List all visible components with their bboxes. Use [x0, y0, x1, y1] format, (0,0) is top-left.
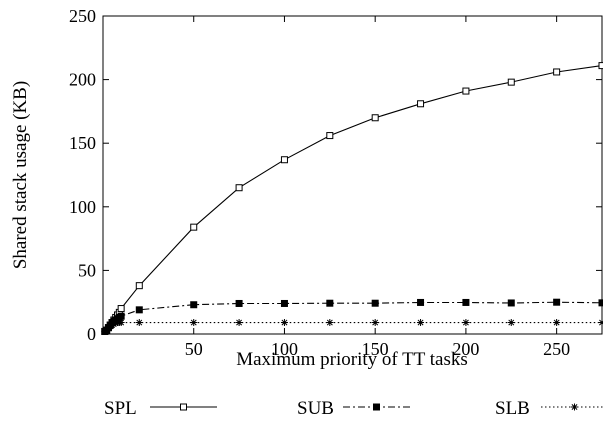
- y-tick-label: 150: [69, 133, 96, 153]
- data-point: [135, 306, 143, 314]
- data-point: [190, 319, 198, 327]
- legend-item: SLB: [495, 398, 603, 419]
- series-slb: [101, 319, 603, 335]
- x-axis-label: Maximum priority of TT tasks: [236, 349, 468, 370]
- legend-item: SPL: [104, 398, 217, 419]
- data-point: [117, 319, 125, 327]
- y-tick-label: 100: [69, 197, 96, 217]
- y-axis: 0 50 100 150 200 250: [69, 6, 602, 344]
- legend-label: SUB: [297, 398, 334, 419]
- data-point: [598, 299, 603, 307]
- data-point: [112, 319, 120, 327]
- series-spl: [101, 62, 603, 335]
- legend-label: SPL: [104, 398, 137, 419]
- data-point: [326, 299, 334, 307]
- data-point: [235, 184, 243, 192]
- data-point: [117, 305, 125, 313]
- data-point: [417, 100, 425, 108]
- y-tick-label: 250: [69, 6, 96, 26]
- data-point: [135, 282, 143, 290]
- data-point: [235, 319, 243, 327]
- legend-marker: [180, 403, 187, 411]
- data-point: [507, 299, 515, 307]
- x-tick-label: 250: [543, 339, 570, 359]
- series-layer: [101, 62, 603, 335]
- data-point: [280, 319, 288, 327]
- legend-label: SLB: [495, 398, 530, 419]
- legend-item: SUB: [297, 398, 410, 419]
- data-point: [110, 320, 118, 328]
- legend: SPL SUB SLB: [104, 398, 603, 419]
- legend-marker: [373, 403, 380, 411]
- series-sub: [101, 298, 603, 335]
- y-tick-label: 200: [69, 70, 96, 90]
- data-point: [326, 132, 334, 140]
- data-point: [553, 68, 561, 76]
- x-tick-label: 150: [362, 339, 389, 359]
- data-point: [507, 78, 515, 86]
- series-line: [104, 301, 603, 332]
- data-point: [417, 298, 425, 306]
- y-axis-label: Shared stack usage (KB): [10, 81, 31, 269]
- x-tick-label: 100: [271, 339, 298, 359]
- series-line: [104, 65, 603, 332]
- data-point: [462, 298, 470, 306]
- data-point: [553, 319, 561, 327]
- legend-marker: [571, 403, 578, 411]
- data-point: [598, 62, 603, 70]
- data-point: [462, 87, 470, 95]
- y-tick-label: 0: [87, 324, 96, 344]
- x-tick-label: 50: [185, 339, 203, 359]
- data-point: [190, 301, 198, 309]
- data-point: [507, 319, 515, 327]
- data-point: [417, 319, 425, 327]
- data-point: [371, 114, 379, 122]
- data-point: [553, 298, 561, 306]
- data-point: [371, 319, 379, 327]
- series-line: [104, 322, 602, 332]
- x-axis: 50 100 150 200 250: [185, 16, 570, 359]
- data-point: [371, 299, 379, 307]
- data-point: [190, 223, 198, 231]
- data-point: [326, 319, 334, 327]
- y-tick-label: 50: [78, 260, 96, 280]
- plot-area: [102, 15, 603, 335]
- data-point: [117, 312, 125, 320]
- data-point: [135, 319, 143, 327]
- data-point: [280, 156, 288, 164]
- data-point: [235, 299, 243, 307]
- data-point: [598, 319, 603, 327]
- data-point: [462, 319, 470, 327]
- x-tick-label: 200: [452, 339, 479, 359]
- data-point: [280, 299, 288, 307]
